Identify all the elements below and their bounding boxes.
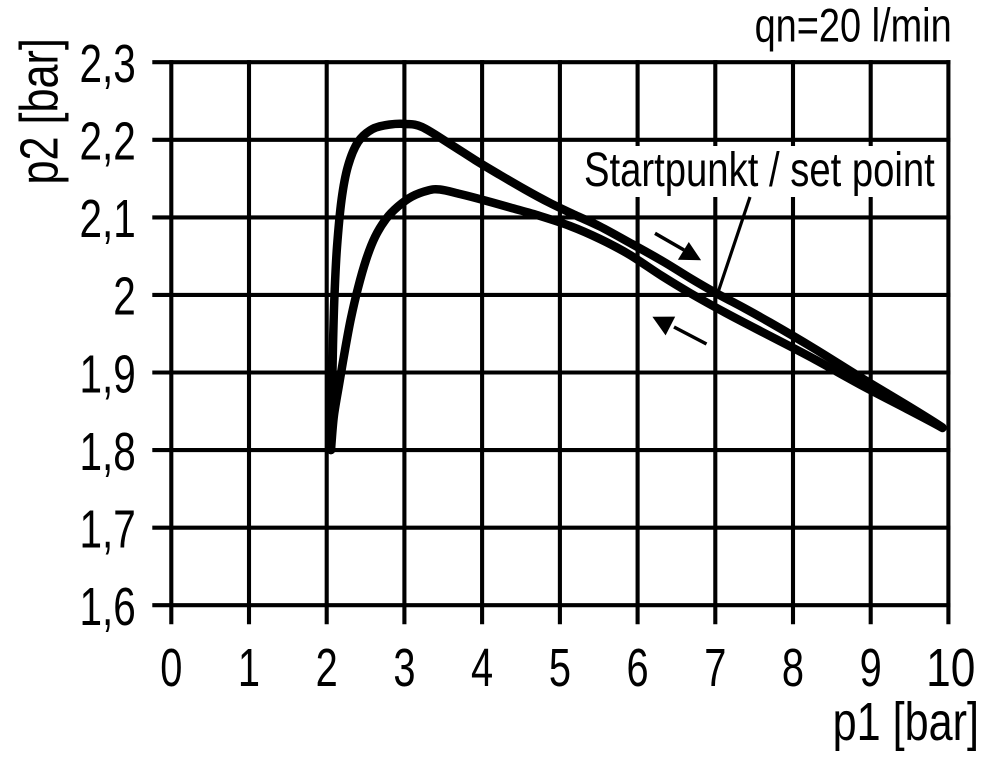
svg-text:6: 6: [627, 638, 649, 698]
svg-text:2,1: 2,1: [80, 190, 136, 250]
svg-text:2: 2: [113, 267, 136, 327]
svg-text:4: 4: [471, 638, 493, 698]
svg-text:10: 10: [926, 638, 975, 698]
svg-text:p1 [bar]: p1 [bar]: [833, 693, 979, 753]
svg-text:1,6: 1,6: [80, 577, 136, 637]
svg-text:5: 5: [549, 638, 571, 698]
svg-text:2,2: 2,2: [80, 112, 136, 172]
svg-text:2,3: 2,3: [80, 34, 136, 94]
svg-text:1: 1: [238, 638, 260, 698]
svg-text:1,8: 1,8: [80, 422, 136, 482]
svg-text:0: 0: [160, 638, 182, 698]
svg-text:9: 9: [860, 638, 882, 698]
svg-text:1,7: 1,7: [80, 500, 136, 560]
svg-text:2: 2: [316, 638, 338, 698]
svg-text:7: 7: [704, 638, 726, 698]
svg-text:3: 3: [393, 638, 415, 698]
svg-text:p2 [bar]: p2 [bar]: [10, 38, 70, 184]
svg-text:1,9: 1,9: [80, 345, 136, 405]
svg-text:8: 8: [782, 638, 804, 698]
svg-text:qn=20 l/min: qn=20 l/min: [755, 0, 952, 53]
svg-text:Startpunkt / set point: Startpunkt / set point: [584, 144, 935, 197]
